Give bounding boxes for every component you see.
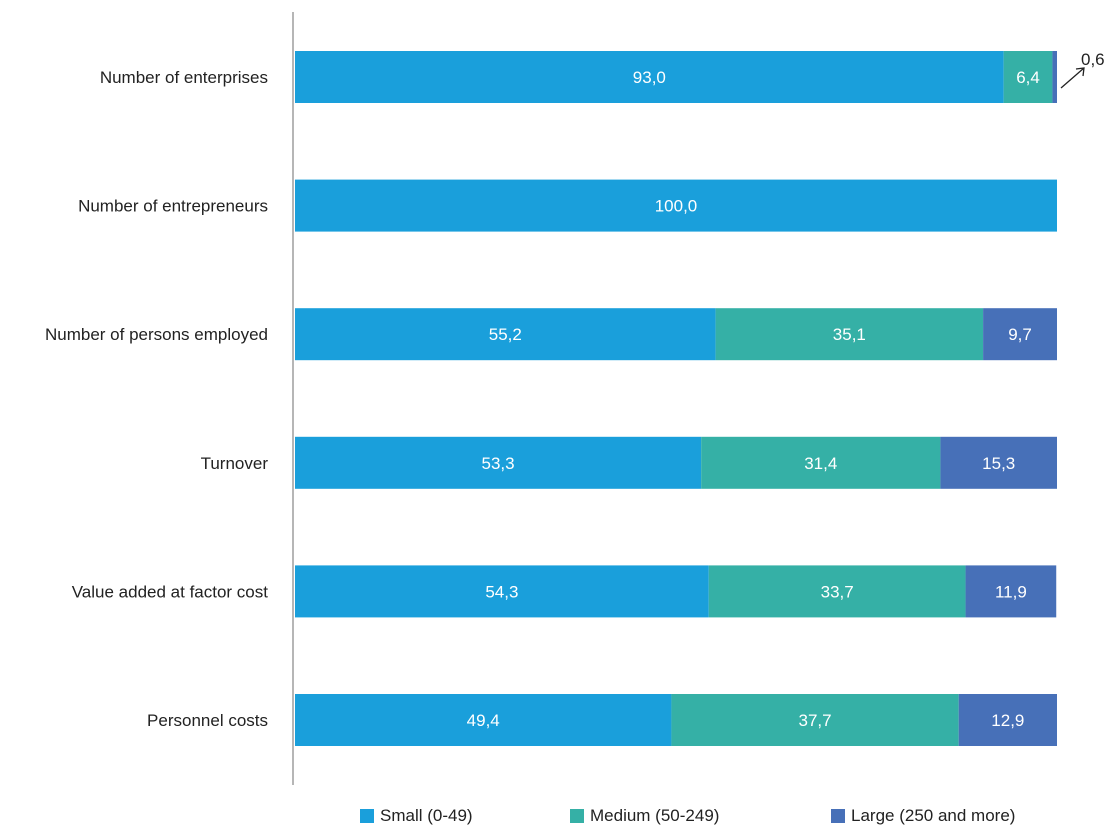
data-label: 9,7 — [1008, 325, 1032, 344]
data-label: 55,2 — [489, 325, 522, 344]
data-label: 33,7 — [821, 582, 854, 601]
stacked-bar-chart: Number of enterprises Number of entrepren… — [45, 12, 1105, 785]
bar-group — [295, 51, 1057, 746]
data-label: 11,9 — [995, 582, 1027, 601]
bar-segment — [295, 179, 1057, 232]
data-label: 49,4 — [467, 711, 500, 730]
category-label: Value added at factor cost — [72, 582, 269, 601]
bar-segment — [701, 436, 941, 489]
legend-item: Medium (50-249) — [570, 806, 719, 826]
legend-item: Large (250 and more) — [831, 806, 1015, 826]
category-label: Number of enterprises — [100, 68, 268, 87]
data-label: 93,0 — [633, 68, 666, 87]
bar-segment — [295, 51, 1004, 103]
data-label: 31,4 — [804, 454, 837, 473]
data-label: 15,3 — [982, 454, 1015, 473]
data-label: 35,1 — [833, 325, 866, 344]
annotations: 0,6 — [1060, 50, 1105, 89]
bar-segment — [1052, 51, 1057, 103]
category-labels: Number of enterprises Number of entrepren… — [45, 68, 268, 730]
data-label: 6,4 — [1016, 68, 1040, 87]
bar-segment — [295, 565, 709, 618]
category-label: Personnel costs — [147, 711, 268, 730]
annotation-label: 0,6 — [1081, 50, 1105, 69]
data-label: 37,7 — [799, 711, 832, 730]
category-label: Number of entrepreneurs — [78, 197, 268, 216]
bar-segment — [295, 308, 716, 361]
legend-item: Small (0-49) — [360, 806, 473, 826]
value-labels: 93,0 6,4 100,0 55,2 35,1 9,7 53,3 31,4 15,3 54,3 3… — [467, 68, 1040, 730]
legend: Small (0-49) Medium (50-249) Large (250 an… — [0, 806, 1117, 830]
bar-segment — [983, 308, 1057, 361]
category-label: Number of persons employed — [45, 325, 268, 344]
data-label: 100,0 — [655, 197, 698, 216]
category-label: Turnover — [201, 454, 269, 473]
bar-segment — [708, 565, 966, 618]
legend-label: Small (0-49) — [380, 806, 473, 825]
data-label: 12,9 — [991, 711, 1024, 730]
bar-segment — [958, 694, 1057, 746]
bar-segment — [1003, 51, 1053, 103]
annotation-arrow — [1060, 67, 1085, 89]
data-label: 54,3 — [485, 582, 518, 601]
annotation-arrowhead — [1075, 67, 1085, 77]
legend-swatch — [360, 809, 374, 823]
legend-label: Large (250 and more) — [851, 806, 1016, 825]
bar-segment — [940, 436, 1057, 489]
bar-segment — [715, 308, 984, 361]
legend-swatch — [570, 809, 584, 823]
legend-label: Medium (50-249) — [590, 806, 720, 825]
bar-segment — [671, 694, 959, 746]
bar-segment — [295, 436, 702, 489]
bar-segment — [295, 694, 672, 746]
data-label: 53,3 — [482, 454, 515, 473]
legend-swatch — [831, 809, 845, 823]
bar-segment — [965, 565, 1057, 618]
